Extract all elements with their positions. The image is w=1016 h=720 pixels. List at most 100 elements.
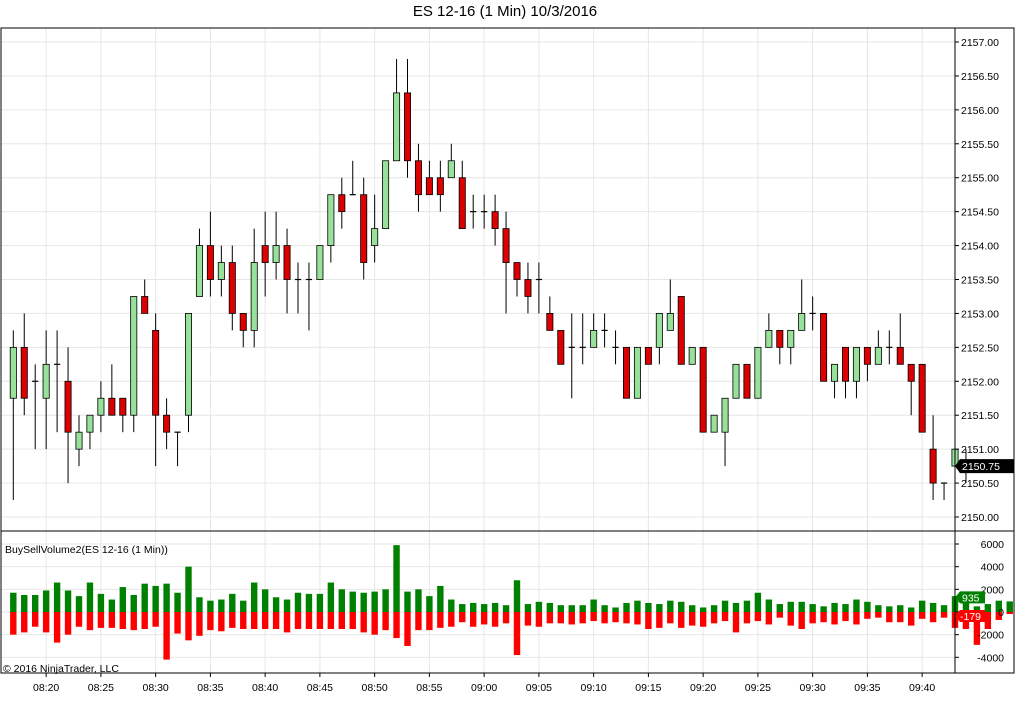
sell-volume-bar xyxy=(612,612,619,623)
candle-down-body xyxy=(623,346,631,399)
candle xyxy=(382,160,390,230)
sell-volume-bar xyxy=(502,612,510,624)
buy-volume-bar xyxy=(886,606,893,612)
sell-volume-bar xyxy=(875,612,882,618)
candle xyxy=(130,296,138,433)
sell-volume-bar xyxy=(831,612,838,625)
candle-down-body xyxy=(403,92,411,162)
candle-up-body xyxy=(798,313,806,331)
candle xyxy=(371,194,379,263)
candle xyxy=(688,346,696,365)
candle xyxy=(481,194,488,229)
candle-up-body xyxy=(217,262,225,280)
candle-down-body xyxy=(491,211,499,230)
sell-volume-bar xyxy=(64,612,72,635)
candle xyxy=(206,211,214,297)
sell-volume-bar xyxy=(185,612,192,641)
sell-volume-bar xyxy=(119,612,126,629)
sell-volume-bar xyxy=(97,612,105,628)
candle xyxy=(677,296,685,365)
price-tick-label: 2156.50 xyxy=(961,71,999,83)
candle xyxy=(9,330,17,501)
sell-volume-bar xyxy=(174,612,181,634)
candle-down-body xyxy=(546,313,554,331)
candle-down-body xyxy=(141,296,149,314)
sell-volume-bar xyxy=(579,612,586,624)
candle xyxy=(886,330,893,365)
candle-up-body xyxy=(447,160,455,179)
sell-volume-bar xyxy=(42,612,50,633)
candle xyxy=(852,346,860,399)
candle-up-body xyxy=(97,397,105,416)
sell-volume-bar xyxy=(261,612,269,629)
candle xyxy=(491,194,499,246)
candle xyxy=(327,194,335,263)
sell-volume-bar xyxy=(141,612,148,629)
candle xyxy=(184,313,192,433)
candle xyxy=(612,330,619,365)
buy-volume-bar xyxy=(897,605,904,612)
label-layer: 2157.00 2156.50 2156.00 2155.50 2155.00 2154.… xyxy=(33,37,1014,694)
candle-down-body xyxy=(414,160,422,196)
candle-up-body xyxy=(710,414,718,433)
buy-volume-bar xyxy=(645,602,652,612)
candle xyxy=(699,346,707,433)
buy-volume-bar xyxy=(743,600,751,612)
candle xyxy=(64,347,72,484)
buy-volume-bar xyxy=(185,566,192,612)
buy-volume-bar xyxy=(32,595,39,612)
buy-volume-bar xyxy=(21,595,28,612)
buy-volume-bar xyxy=(240,600,247,612)
sell-volume-bar xyxy=(21,612,28,633)
candle xyxy=(557,329,565,365)
candle xyxy=(403,58,411,178)
time-tick-label: 09:30 xyxy=(800,682,826,694)
candle-up-body xyxy=(721,397,729,433)
grid-layer xyxy=(1,28,955,673)
sell-volume-bar xyxy=(349,612,356,629)
buy-volume-label: 935 xyxy=(962,592,980,604)
sell-volume-bar xyxy=(218,612,225,632)
sell-volume-bar xyxy=(754,612,762,622)
buy-volume-bar xyxy=(864,601,871,612)
buy-volume-bar xyxy=(667,600,674,612)
buy-volume-bar xyxy=(1006,601,1013,612)
buy-volume-tag xyxy=(955,591,985,604)
candle-up-body xyxy=(666,313,674,331)
candle-up-body xyxy=(732,363,740,399)
volume-tick-label: -4000 xyxy=(977,652,1004,664)
sell-volume-bar xyxy=(196,612,203,636)
candle-up-body xyxy=(754,346,762,399)
candle-down-body xyxy=(513,262,521,280)
buy-volume-bar xyxy=(831,602,838,612)
sell-volume-bar xyxy=(721,612,729,622)
price-tick-label: 2153.50 xyxy=(961,275,999,287)
candle-up-body xyxy=(42,363,50,399)
candle-up-body xyxy=(590,329,598,348)
candle-down-body xyxy=(360,194,368,263)
sell-volume-bar xyxy=(798,612,805,629)
candle xyxy=(272,211,280,280)
candle xyxy=(743,363,751,399)
time-tick-label: 08:45 xyxy=(307,682,333,694)
candle-down-body xyxy=(907,363,915,382)
candle xyxy=(896,313,904,365)
candle-up-body xyxy=(9,346,17,399)
candle-up-body xyxy=(655,313,663,348)
buy-volume-bar xyxy=(141,583,148,612)
sell-volume-bar xyxy=(240,612,247,629)
sell-volume-bar xyxy=(316,612,324,629)
candle xyxy=(601,313,608,348)
candle xyxy=(294,262,302,314)
buy-volume-bar xyxy=(459,604,466,612)
price-tick-label: 2156.00 xyxy=(961,105,999,117)
candle-up-body xyxy=(382,160,390,230)
sell-volume-bar xyxy=(229,612,236,628)
candle-up-body xyxy=(688,346,696,365)
time-tick-label: 08:55 xyxy=(416,682,442,694)
sell-volume-bar xyxy=(32,612,39,627)
candle xyxy=(195,228,203,297)
volume-tick-label: 0 xyxy=(998,607,1004,619)
buy-volume-bar xyxy=(64,590,72,612)
sell-volume-bar xyxy=(459,612,466,623)
